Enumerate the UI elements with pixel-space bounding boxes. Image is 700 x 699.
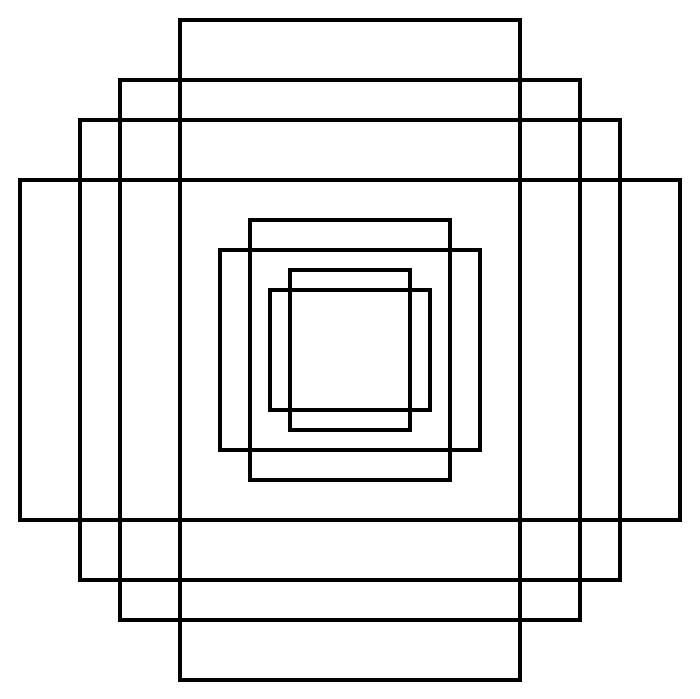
rect-5 [220, 250, 480, 450]
nested-rect-diagram [0, 0, 700, 699]
rect-2 [120, 80, 580, 620]
rect-6 [290, 270, 410, 430]
rect-7 [270, 290, 430, 410]
rect-4 [250, 220, 450, 480]
rect-3 [80, 120, 620, 580]
